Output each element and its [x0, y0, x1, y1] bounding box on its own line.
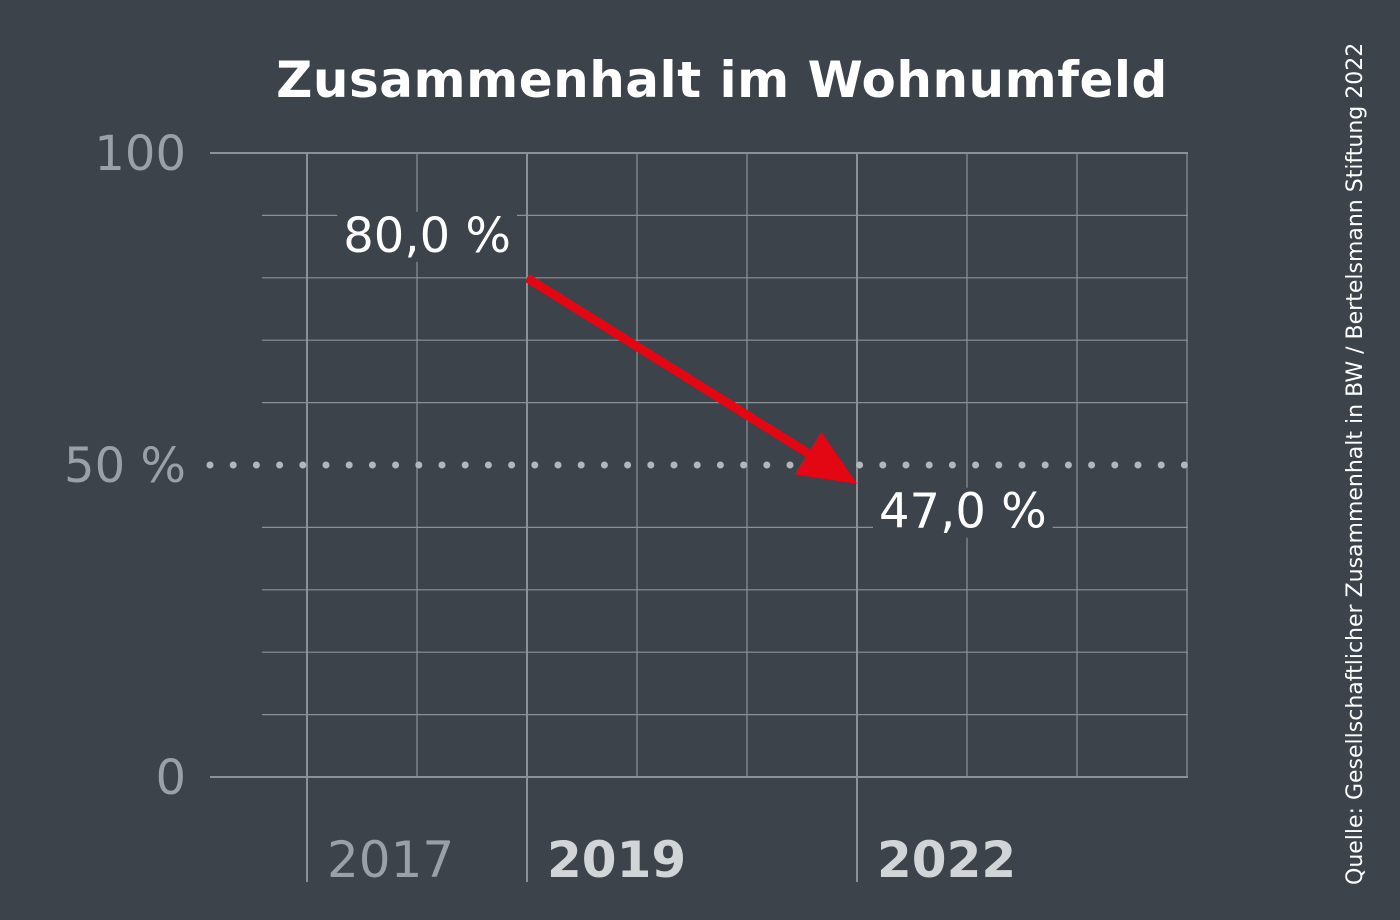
data-label-background — [873, 487, 1053, 538]
chart-title: Zusammenhalt im Wohnumfeld — [276, 51, 1168, 109]
y-tick-label: 100 — [94, 126, 186, 182]
data-label: 47,0 % — [879, 484, 1047, 540]
x-tick-label: 2022 — [877, 831, 1016, 889]
x-tick-label: 2019 — [547, 831, 686, 889]
data-label: 80,0 % — [343, 208, 511, 264]
source-note: Quelle: Gesellschaftlicher Zusammenhalt … — [1343, 43, 1368, 885]
series-group — [524, 273, 857, 484]
y-tick-label: 0 — [155, 750, 186, 806]
axes: 0 50 % 100 2017 2019 2022 — [64, 126, 1188, 889]
trend-arrow-head — [794, 431, 857, 484]
y-tick-label: 50 % — [64, 438, 186, 494]
trend-arrow-shaft — [524, 273, 812, 458]
data-label-background — [337, 211, 517, 262]
data-labels: 80,0 % 47,0 % — [337, 208, 1053, 540]
x-tick-label: 2017 — [327, 831, 454, 889]
